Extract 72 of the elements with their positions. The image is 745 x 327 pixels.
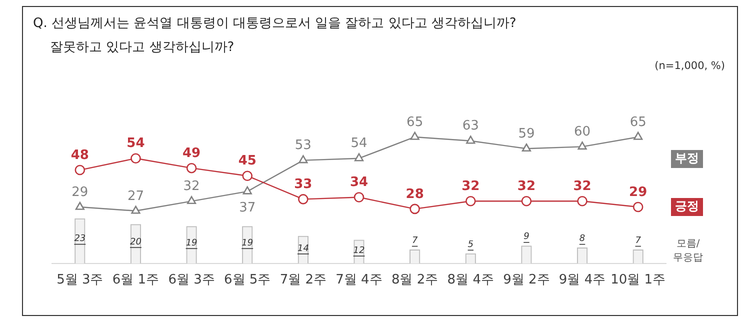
text: 모름/무응답 [673,238,703,264]
point [465,196,476,206]
point [634,132,643,140]
data-label: 8 [579,234,586,244]
data-label: 19 [186,238,198,248]
data-label: 54 [350,136,368,152]
data-label: 45 [238,154,256,169]
x-tick-label: 9월 2주 [503,272,550,288]
data-label: 27 [127,188,144,204]
data-label: 9 [524,232,530,242]
x-tick-label: 9월 4주 [558,272,606,288]
point [577,196,588,206]
point [242,170,253,182]
data-label: 34 [350,175,368,190]
point [130,153,141,164]
point [466,136,476,144]
x-tick-label: 6월 1주 [112,272,160,288]
data-label: 7 [412,236,418,246]
x-tick-label: 7월 4주 [336,272,382,288]
data-label: 23 [74,234,86,244]
data-label: 14 [297,244,310,254]
point [632,202,644,212]
text: 부정 [675,151,699,166]
point [298,194,308,204]
data-label: 19 [242,238,254,248]
point [298,155,308,164]
point [131,206,140,214]
data-label: 59 [518,126,535,142]
point [74,164,86,176]
x-tick-label: 6월 5주 [224,272,271,288]
chart-subtitle: 잘못하고 있다고 생각하십니까? [50,39,234,56]
data-label: 63 [462,118,479,134]
x-tick-label: 5월 3주 [56,272,104,288]
x-tick-label: 10월 1주 [610,272,666,288]
data-label: 37 [239,200,256,216]
x-tick-label: 8월 2주 [391,272,438,288]
point [242,186,252,194]
data-label: 53 [294,138,312,154]
data-label: 32 [573,179,592,194]
data-label: 29 [629,184,648,200]
data-label: 33 [294,177,312,192]
point [75,202,84,210]
data-label: 48 [70,148,89,163]
point [186,162,197,174]
data-label: 32 [462,179,480,194]
point [522,143,531,152]
data-label: 60 [574,124,591,140]
data-label: 65 [630,114,646,130]
point [521,196,532,206]
chart-title: Q. 선생님께서는 윤석열 대통령이 대통령으로서 일을 잘하고 있다고 생각하십니까? [33,15,516,32]
data-label: 7 [635,236,642,246]
data-label: 32 [517,179,536,194]
data-label: 54 [126,136,145,152]
data-label: 12 [353,246,365,256]
data-label: 29 [72,184,88,200]
point [187,196,196,204]
data-label: 5 [468,240,474,250]
point [410,132,420,140]
data-label: 49 [182,146,201,161]
point [410,204,420,214]
point [578,142,587,150]
x-tick-label: 7월 2주 [280,272,327,288]
x-tick-label: 6월 3주 [168,272,215,288]
data-label: 20 [130,237,142,248]
data-label: 28 [406,186,424,202]
point [354,153,364,162]
data-label: 32 [183,179,200,194]
text: (n=1,000, %) [654,60,725,72]
data-label: 65 [406,114,424,130]
point [354,192,364,202]
x-tick-label: 8월 4주 [447,272,494,288]
text: 긍정 [675,199,699,214]
